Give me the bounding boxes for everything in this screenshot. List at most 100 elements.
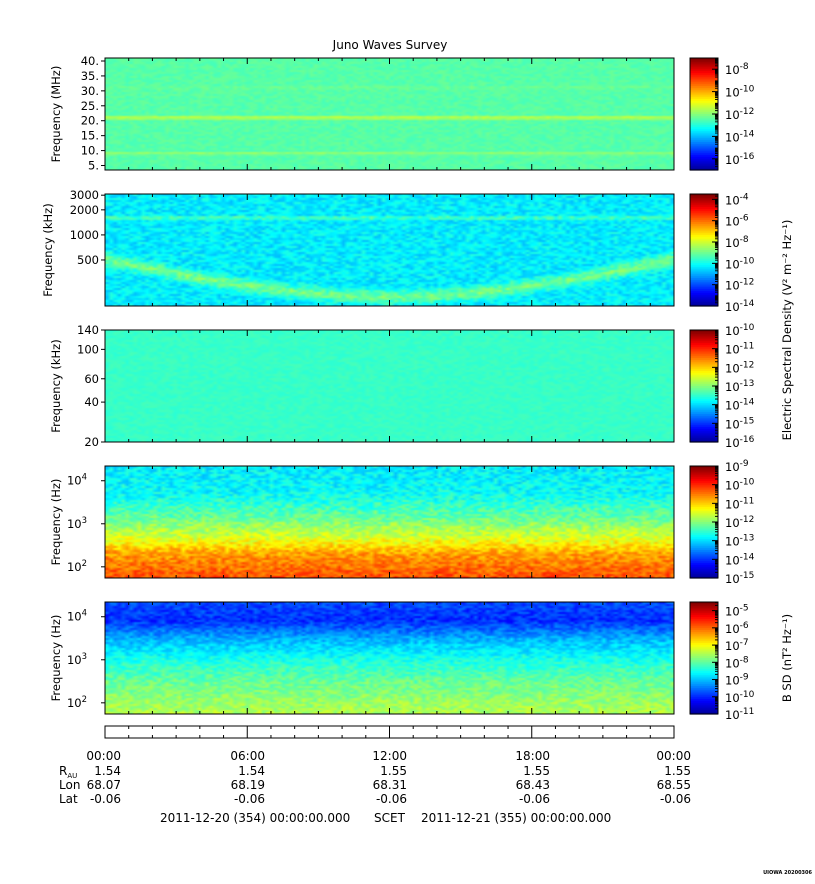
colorbar-segment [690,374,718,378]
colorbar-tick-exp: -10 [740,256,755,266]
colorbar-tick-label: 10-14 [725,398,755,413]
colorbar-segment [690,438,718,441]
colorbar-segment [690,341,718,344]
colorbar-segment [690,283,718,287]
colorbar-segment [690,658,718,661]
ephemeris-value: 68.19 [231,778,265,792]
colorbar-tick-exp: -11 [740,496,755,506]
colorbar-segment [690,555,718,559]
colorbar-tick-exp: -12 [740,515,755,525]
panel-hfr-high: 5.10.15.20.25.30.35.40. Frequency (MHz) 10… [49,54,755,173]
colorbar-segment [690,168,718,171]
colorbar-tick-exp: -13 [740,379,755,389]
colorbar-tick-exp: -12 [740,107,755,117]
colorbar-segment [690,166,718,169]
ephemeris-value: 1.55 [523,764,550,778]
colorbar-segment [690,278,718,281]
colorbar-segment [690,505,718,508]
ephemeris-value: 68.07 [87,778,121,792]
ephemeris-value: 1.55 [664,764,691,778]
colorbar-segment [690,108,718,111]
colorbar-segment [690,615,718,618]
colorbar-segment [690,523,718,527]
colorbar-tick-exp: -8 [740,235,749,245]
colorbar-segment [690,525,718,529]
y-axis-label: Frequency (Hz) [49,479,63,566]
y-tick-label: 60 [84,372,99,386]
colorbar-tick-exp: -6 [740,621,749,631]
colorbar-tick-label: 10-10 [725,478,755,493]
colorbar-segment [690,246,718,249]
colorbar-segment [690,352,718,355]
time-label: 00:00 [86,749,121,763]
colorbar-segment [690,242,718,245]
colorbar-segment [690,671,718,674]
colorbar-tick-label: 10-5 [725,604,749,619]
colorbar-segment [690,380,718,383]
colorbar-segment [690,99,718,102]
colorbar-segment [690,89,718,93]
colorbar-segment [690,488,718,491]
colorbar-segment [690,484,718,488]
y-tick-label: 103 [67,652,87,667]
colorbar-segment [690,512,718,516]
y-tick-label: 102 [67,695,87,710]
colorbar-segment [690,613,718,616]
start-time: 2011-12-20 (354) 00:00:00.000 [160,811,350,825]
colorbar-segment [690,253,718,257]
colorbar-segment [690,229,718,232]
colorbar-segment [690,576,718,579]
colorbar-segment [690,710,718,713]
colorbar-segment [690,335,718,339]
colorbar-segment [690,151,718,154]
y-tick-label: 10. [81,144,99,158]
colorbar-segment [690,235,718,238]
colorbar-segment [690,527,718,531]
colorbar-segment [690,233,718,236]
colorbar-segment [690,699,718,702]
colorbar-segment [690,693,718,696]
colorbar-segment [690,663,718,667]
colorbar-tick-exp: -14 [740,299,755,309]
time-label: 06:00 [230,749,265,763]
colorbar-segment [690,503,718,506]
colorbar-segment [690,112,718,115]
spectrogram-image-lfr-low [105,466,674,578]
ephemeris-value: 68.31 [373,778,407,792]
colorbar-segment [690,330,718,333]
colorbar-segment [690,378,718,381]
colorbar-tick-label: 10-10 [725,323,755,338]
colorbar-tick-label: 10-8 [725,655,749,670]
colorbar-segment [690,289,718,292]
colorbar-segment [690,687,718,691]
colorbar-tick-label: 10-9 [725,459,749,474]
colorbar-segment [690,261,718,264]
colorbar-tick-label: 10-11 [725,342,754,357]
colorbar-segment [690,548,718,551]
colorbar-segment [690,205,718,208]
y-tick-label: 500 [77,253,99,267]
colorbar-tick-label: 10-12 [725,515,754,530]
colorbar-segment [690,680,718,683]
colorbar-segment [690,531,718,534]
colorbar-segment [690,641,718,644]
colorbar-segment [690,302,718,305]
colorbar-tick-exp: -10 [740,323,755,333]
colorbar-segment [690,397,718,400]
colorbar-segment [690,128,718,132]
colorbar-segment [690,425,718,428]
colorbar-segment [690,67,718,70]
colorbar-segment [690,607,718,611]
ephemeris-name: Lat [59,792,78,806]
y-tick-label: 40. [81,54,99,68]
colorbar-segment [690,471,718,475]
colorbar-segment [690,138,718,141]
colorbar-segment [690,82,718,85]
colorbar-segment [690,479,718,482]
colorbar-tick-label: 10-7 [725,638,749,653]
colorbar-segment [690,389,718,393]
colorbar-segment [690,616,718,620]
time-label: 00:00 [656,749,691,763]
colorbar-segment [690,404,718,408]
